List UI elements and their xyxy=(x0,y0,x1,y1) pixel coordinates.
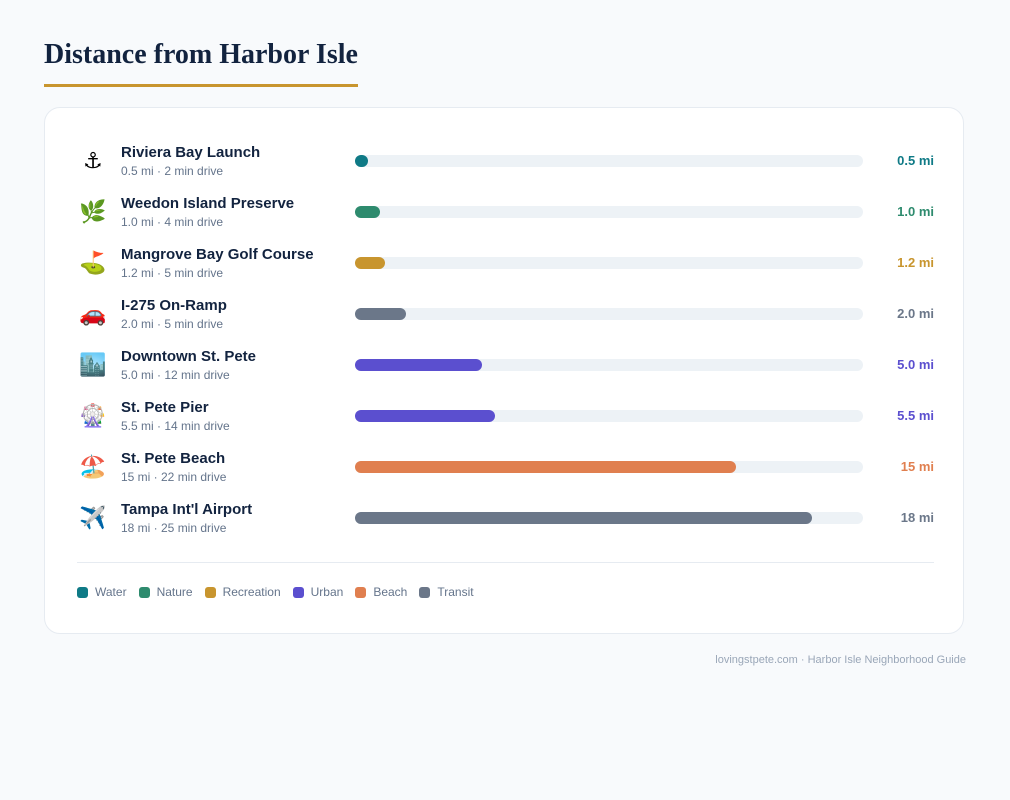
legend-swatch xyxy=(138,586,150,598)
destination-name: St. Pete Beach xyxy=(121,450,226,467)
destination-subtitle: 2.0 mi · 5 min drive xyxy=(121,317,224,331)
golf-icon: ⛳ xyxy=(79,251,107,276)
distance-value-label: 0.5 mi xyxy=(897,153,934,168)
legend-item: Transit xyxy=(419,585,474,599)
distance-bar-track xyxy=(355,308,863,320)
distance-bar xyxy=(355,206,381,218)
page-title: Distance from Harbor Isle xyxy=(44,38,358,87)
destination-row: 🏖️ St. Pete Beach 15 mi · 22 min drive 15 m… xyxy=(77,447,934,498)
legend-label: Urban xyxy=(310,585,344,599)
legend-swatch xyxy=(355,586,367,598)
distance-value-label: 1.2 mi xyxy=(897,255,934,270)
distance-bar-track xyxy=(355,257,863,269)
legend-item: Water xyxy=(77,585,127,599)
distance-bar-track xyxy=(355,359,863,371)
destination-name: Tampa Int'l Airport xyxy=(121,501,253,518)
destination-name: Downtown St. Pete xyxy=(121,348,256,365)
distance-bar-track xyxy=(355,461,863,473)
destination-subtitle: 18 mi · 25 min drive xyxy=(121,521,227,535)
destination-subtitle: 1.2 mi · 5 min drive xyxy=(121,266,224,280)
legend-item: Beach xyxy=(355,585,407,599)
legend-item: Urban xyxy=(292,585,344,599)
destination-subtitle: 5.5 mi · 14 min drive xyxy=(121,419,230,433)
destination-subtitle: 1.0 mi · 4 min drive xyxy=(121,215,224,229)
distance-value-label: 5.0 mi xyxy=(897,357,934,372)
destination-subtitle: 5.0 mi · 12 min drive xyxy=(121,368,230,382)
distance-value-label: 5.5 mi xyxy=(897,408,934,423)
distance-bar xyxy=(355,461,736,473)
legend-item: Nature xyxy=(138,585,193,599)
distance-bar xyxy=(355,512,813,524)
legend-label: Water xyxy=(95,585,127,599)
legend-swatch xyxy=(419,586,431,598)
distance-value-label: 15 mi xyxy=(900,459,934,474)
legend-label: Recreation xyxy=(222,585,281,599)
divider xyxy=(77,562,934,563)
distance-card: ⚓ Riviera Bay Launch 0.5 mi · 2 min drive 0… xyxy=(44,107,964,634)
destination-row: ✈️ Tampa Int'l Airport 18 mi · 25 min driv… xyxy=(77,498,934,549)
distance-bar-track xyxy=(355,206,863,218)
beach-umbrella-icon: 🏖️ xyxy=(79,455,107,480)
anchor-icon: ⚓ xyxy=(83,149,103,174)
car-icon: 🚗 xyxy=(79,302,107,327)
destination-name: I-275 On-Ramp xyxy=(121,297,227,314)
herb-icon: 🌿 xyxy=(79,200,107,225)
airplane-icon: ✈️ xyxy=(79,506,107,531)
distance-value-label: 1.0 mi xyxy=(897,204,934,219)
destination-name: Riviera Bay Launch xyxy=(121,144,261,161)
distance-bar xyxy=(355,359,482,371)
legend-label: Beach xyxy=(373,585,408,599)
destination-row: 🏙️ Downtown St. Pete 5.0 mi · 12 min drive… xyxy=(77,345,934,396)
destination-name: Weedon Island Preserve xyxy=(121,195,295,212)
destination-row: 🚗 I-275 On-Ramp 2.0 mi · 5 min drive 2.0 mi xyxy=(77,294,934,345)
distance-value-label: 18 mi xyxy=(900,510,934,525)
legend-label: Transit xyxy=(437,585,474,599)
legend-swatch xyxy=(292,586,304,598)
city-icon: 🏙️ xyxy=(79,353,107,378)
distance-bar xyxy=(355,155,368,167)
distance-bar xyxy=(355,410,495,422)
distance-bar xyxy=(355,257,386,269)
destination-row: ⛳ Mangrove Bay Golf Course 1.2 mi · 5 min … xyxy=(77,243,934,294)
destination-row: 🎡 St. Pete Pier 5.5 mi · 14 min drive 5.5 m… xyxy=(77,396,934,447)
legend: Water Nature Recreation Urban Beach Transit xyxy=(77,585,474,599)
destination-subtitle: 15 mi · 22 min drive xyxy=(121,470,227,484)
destination-name: St. Pete Pier xyxy=(121,399,209,416)
destination-subtitle: 0.5 mi · 2 min drive xyxy=(121,164,224,178)
distance-bar-track xyxy=(355,512,863,524)
distance-value-label: 2.0 mi xyxy=(897,306,934,321)
distance-bar xyxy=(355,308,406,320)
legend-swatch xyxy=(204,586,216,598)
footer-credit: lovingstpete.com · Harbor Isle Neighborh… xyxy=(715,654,966,666)
distance-bar-track xyxy=(355,155,863,167)
destination-name: Mangrove Bay Golf Course xyxy=(121,246,314,263)
distance-bar-track xyxy=(355,410,863,422)
distance-list: ⚓ Riviera Bay Launch 0.5 mi · 2 min drive 0… xyxy=(77,141,934,549)
destination-row: ⚓ Riviera Bay Launch 0.5 mi · 2 min drive 0… xyxy=(77,141,934,192)
legend-swatch xyxy=(77,586,88,598)
destination-row: 🌿 Weedon Island Preserve 1.0 mi · 4 min dr… xyxy=(77,192,934,243)
legend-item: Recreation xyxy=(204,585,281,599)
ferris-wheel-icon: 🎡 xyxy=(79,404,107,429)
legend-label: Nature xyxy=(156,585,193,599)
